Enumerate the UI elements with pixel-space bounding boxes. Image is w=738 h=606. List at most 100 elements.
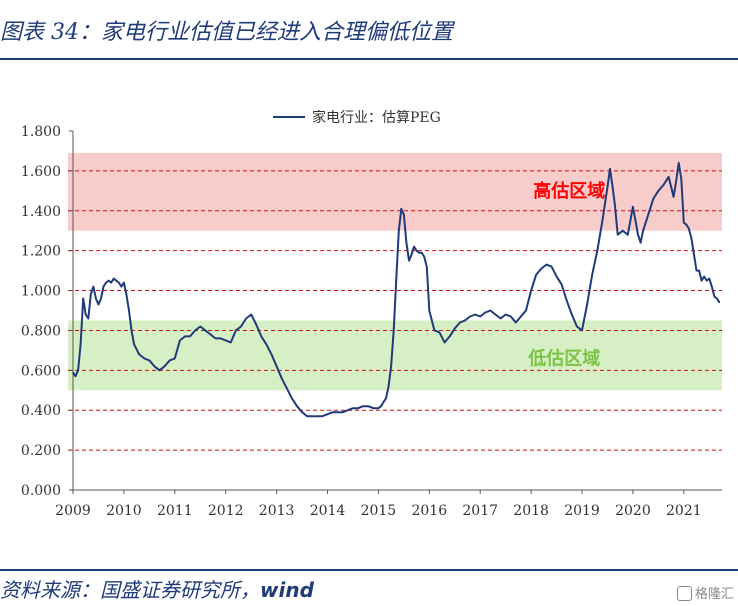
data-point (105, 281, 107, 284)
data-point (443, 341, 446, 344)
data-point (194, 329, 196, 332)
data-point (230, 341, 232, 344)
data-point (204, 329, 206, 332)
data-point (337, 411, 339, 413)
x-tick-label: 2009 (55, 503, 91, 519)
data-point (255, 323, 257, 326)
data-point (82, 297, 84, 300)
data-point (413, 246, 415, 248)
data-point (265, 343, 268, 346)
y-tick-label: 1.400 (21, 204, 61, 220)
data-point (695, 270, 698, 272)
data-point (609, 168, 611, 170)
data-point (464, 319, 466, 322)
data-point (683, 222, 685, 224)
chart-container: 0.000 0.200 0.400 0.600 0.800 1.000 1.200 1.400… (0, 60, 738, 570)
data-point (428, 309, 430, 312)
watermark-logo-icon (676, 586, 692, 601)
data-point (286, 387, 288, 389)
data-point (179, 339, 181, 342)
data-point (214, 337, 217, 340)
data-point (433, 329, 436, 332)
data-point (693, 254, 695, 256)
data-point (586, 303, 588, 306)
data-point (102, 285, 105, 288)
data-point (130, 329, 133, 332)
data-point (209, 333, 212, 336)
data-point (576, 325, 578, 328)
data-point (662, 184, 665, 186)
data-point (100, 297, 102, 300)
data-point (380, 405, 382, 407)
source-prefix: 资料来源：国盛证券研究所， (0, 578, 260, 602)
data-point (77, 369, 79, 371)
data-point (652, 198, 654, 200)
data-point (474, 313, 476, 316)
data-point (673, 196, 675, 198)
data-point (405, 242, 408, 244)
data-point (484, 311, 486, 314)
data-point (306, 415, 308, 417)
data-point (326, 413, 329, 415)
data-point (174, 357, 176, 359)
data-point (634, 220, 637, 222)
data-point (316, 415, 318, 417)
data-point (454, 327, 456, 330)
x-tick-label: 2017 (462, 503, 498, 519)
data-point (115, 279, 117, 282)
peg-series-points (72, 162, 721, 417)
data-point (138, 353, 140, 355)
data-point (614, 206, 616, 208)
data-point (426, 266, 428, 268)
data-point (72, 371, 74, 373)
data-point (535, 274, 537, 276)
data-point (164, 365, 166, 367)
high-valuation-band (68, 152, 722, 231)
data-point (438, 331, 441, 334)
low-valuation-label: 低估区域 (527, 347, 600, 369)
data-point (685, 224, 687, 226)
data-point (678, 162, 680, 164)
data-point (479, 315, 481, 318)
data-point (281, 377, 283, 379)
data-point (647, 214, 649, 216)
data-point (169, 359, 171, 361)
data-point (250, 313, 252, 316)
data-point (530, 289, 532, 292)
data-point (718, 301, 721, 304)
data-point (611, 186, 614, 188)
legend-label: 家电行业：估算PEG (312, 109, 441, 126)
data-point (92, 285, 94, 288)
x-tick-label: 2019 (564, 503, 600, 519)
data-point (393, 329, 395, 332)
data-point (657, 190, 659, 192)
data-point (301, 411, 303, 413)
data-point (120, 285, 122, 288)
data-point (515, 321, 517, 324)
data-point (296, 405, 298, 407)
data-point (332, 411, 334, 413)
data-point (220, 337, 222, 340)
data-point (642, 230, 644, 232)
data-point (128, 309, 130, 312)
data-point (291, 397, 293, 399)
data-point (555, 275, 558, 278)
data-point (449, 335, 451, 338)
data-point (418, 252, 420, 254)
data-point (125, 293, 128, 296)
data-point (385, 397, 387, 399)
data-point (698, 270, 700, 272)
x-tick-label: 2010 (106, 503, 142, 519)
data-point (97, 303, 100, 306)
data-point (362, 405, 364, 407)
data-point (153, 365, 156, 367)
data-point (158, 369, 161, 371)
y-tick-label: 0.400 (21, 403, 61, 419)
data-point (601, 220, 603, 222)
x-tick-label: 2012 (208, 503, 244, 519)
data-point (421, 252, 423, 254)
data-point (184, 335, 186, 338)
data-point (367, 405, 369, 407)
data-point (245, 317, 247, 320)
data-point (387, 385, 390, 387)
